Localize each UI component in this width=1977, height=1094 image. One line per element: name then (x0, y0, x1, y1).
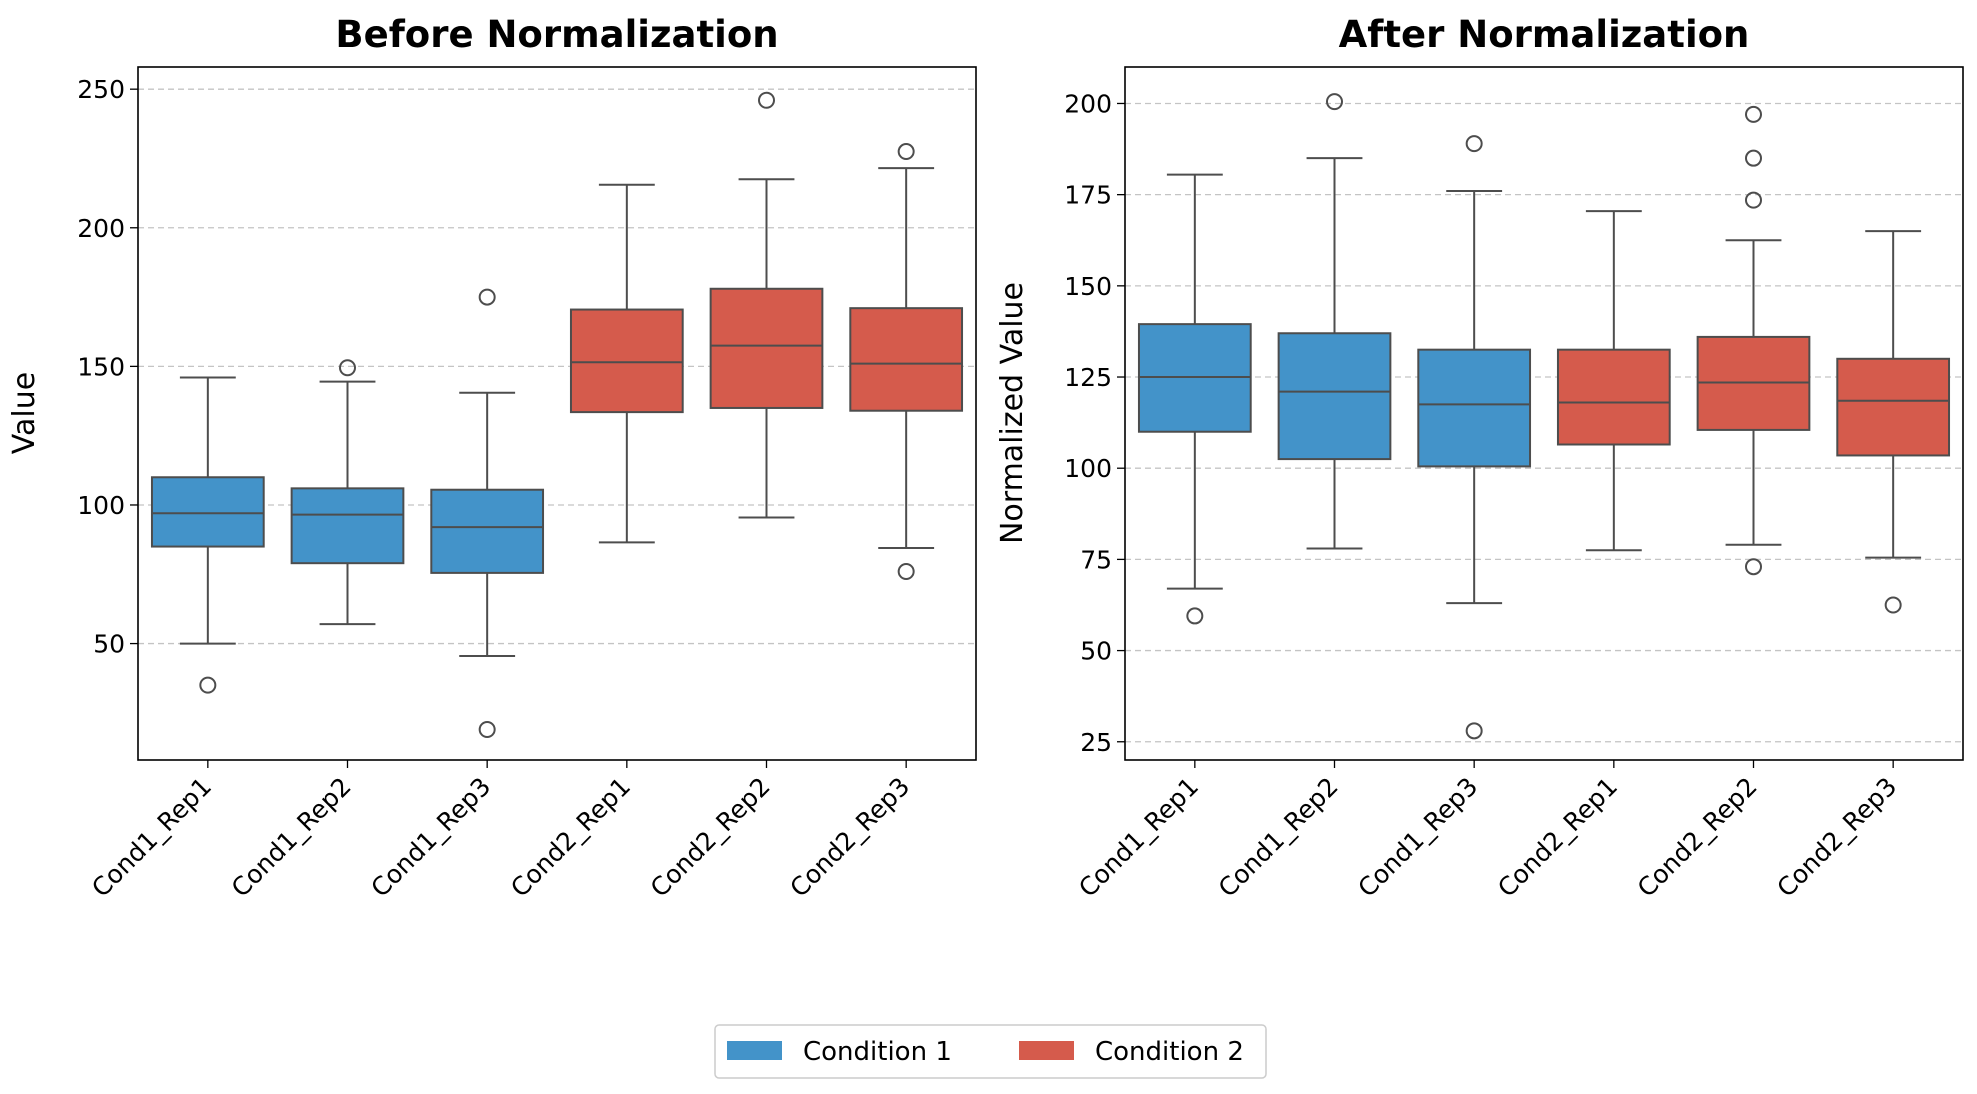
y-tick-label: 125 (1064, 363, 1112, 392)
legend-label: Condition 1 (803, 1037, 952, 1067)
iqr-box (290, 487, 405, 565)
axes-frame (137, 66, 977, 761)
box-Cond2_Rep1 (1556, 210, 1671, 552)
x-tick-label: Cond2_Rep2 (645, 772, 776, 903)
legend-entry: Condition 1 (727, 1037, 952, 1067)
legend-swatch (727, 1041, 782, 1060)
legend-label: Condition 2 (1095, 1037, 1244, 1067)
chart-title: After Normalization (1339, 13, 1750, 56)
legend-swatch (1019, 1041, 1074, 1060)
x-tick-label: Cond1_Rep2 (226, 772, 357, 903)
y-tick-label: 100 (1064, 454, 1112, 483)
outlier-point (758, 91, 775, 109)
box-Cond2_Rep2 (709, 91, 824, 519)
iqr-box (1417, 348, 1532, 468)
y-tick-label: 75 (1080, 545, 1112, 574)
iqr-box (1277, 332, 1392, 461)
box-Cond1_Rep3 (430, 288, 545, 739)
box-Cond2_Rep3 (1836, 230, 1951, 614)
y-tick-label: 150 (77, 352, 125, 381)
y-tick-label: 175 (1064, 181, 1112, 210)
outlier-point (1186, 607, 1204, 625)
outlier-point (1884, 596, 1902, 614)
x-tick-label: Cond2_Rep3 (784, 772, 915, 903)
outlier-point (1465, 135, 1483, 153)
y-tick-label: 50 (93, 630, 125, 659)
y-tick-label: 200 (77, 214, 125, 243)
chart-title: Before Normalization (335, 13, 778, 56)
iqr-box (1836, 357, 1951, 457)
outlier-point (1745, 191, 1762, 209)
outlier-point (1745, 149, 1762, 167)
x-tick-label: Cond1_Rep1 (1073, 772, 1204, 903)
y-tick-label: 200 (1064, 89, 1112, 118)
x-tick-label: Cond1_Rep1 (86, 772, 217, 903)
box-Cond1_Rep3 (1417, 135, 1532, 740)
y-tick-label: 25 (1080, 728, 1112, 757)
box-Cond1_Rep1 (1137, 173, 1252, 625)
outlier-point (478, 288, 496, 306)
x-tick-label: Cond2_Rep2 (1632, 772, 1763, 903)
x-tick-label: Cond1_Rep2 (1213, 772, 1344, 903)
outlier-point (478, 721, 496, 739)
legend: Condition 1 Condition 2 (714, 1024, 1267, 1079)
x-tick-label: Cond1_Rep3 (1352, 772, 1483, 903)
axes-frame (1124, 66, 1964, 761)
x-tick-label: Cond2_Rep1 (505, 772, 636, 903)
iqr-box (1556, 348, 1671, 446)
y-axis-label: Normalized Value (995, 282, 1030, 544)
outlier-point (339, 359, 356, 377)
box-Cond2_Rep1 (569, 183, 684, 544)
y-tick-label: 150 (1064, 272, 1112, 301)
iqr-box (430, 488, 545, 574)
box-Cond1_Rep2 (1277, 93, 1392, 550)
iqr-box (150, 476, 265, 548)
y-tick-label: 100 (77, 491, 125, 520)
box-Cond2_Rep2 (1696, 105, 1811, 576)
legend-entry: Condition 2 (1019, 1037, 1244, 1067)
iqr-box (569, 308, 684, 414)
subplot-1: 50 100 150 200 250 Cond1_Rep1 Cond1_Rep2 Cond1_… (7, 13, 977, 903)
outlier-point (897, 563, 915, 581)
outlier-point (1745, 105, 1762, 123)
outlier-point (199, 676, 217, 694)
outlier-point (1745, 558, 1762, 576)
iqr-box (849, 307, 964, 412)
y-tick-label: 50 (1080, 637, 1112, 666)
legend-frame (714, 1024, 1267, 1079)
x-tick-label: Cond1_Rep3 (365, 772, 496, 903)
x-tick-label: Cond2_Rep3 (1771, 772, 1902, 903)
outlier-point (1326, 93, 1343, 111)
box-Cond1_Rep2 (290, 359, 405, 626)
outlier-point (1465, 722, 1483, 740)
x-tick-label: Cond2_Rep1 (1492, 772, 1623, 903)
y-axis-label: Value (7, 372, 42, 454)
box-Cond1_Rep1 (150, 376, 265, 694)
y-tick-label: 250 (77, 75, 125, 104)
iqr-box (709, 287, 824, 409)
outlier-point (897, 143, 915, 161)
box-Cond2_Rep3 (849, 143, 964, 581)
